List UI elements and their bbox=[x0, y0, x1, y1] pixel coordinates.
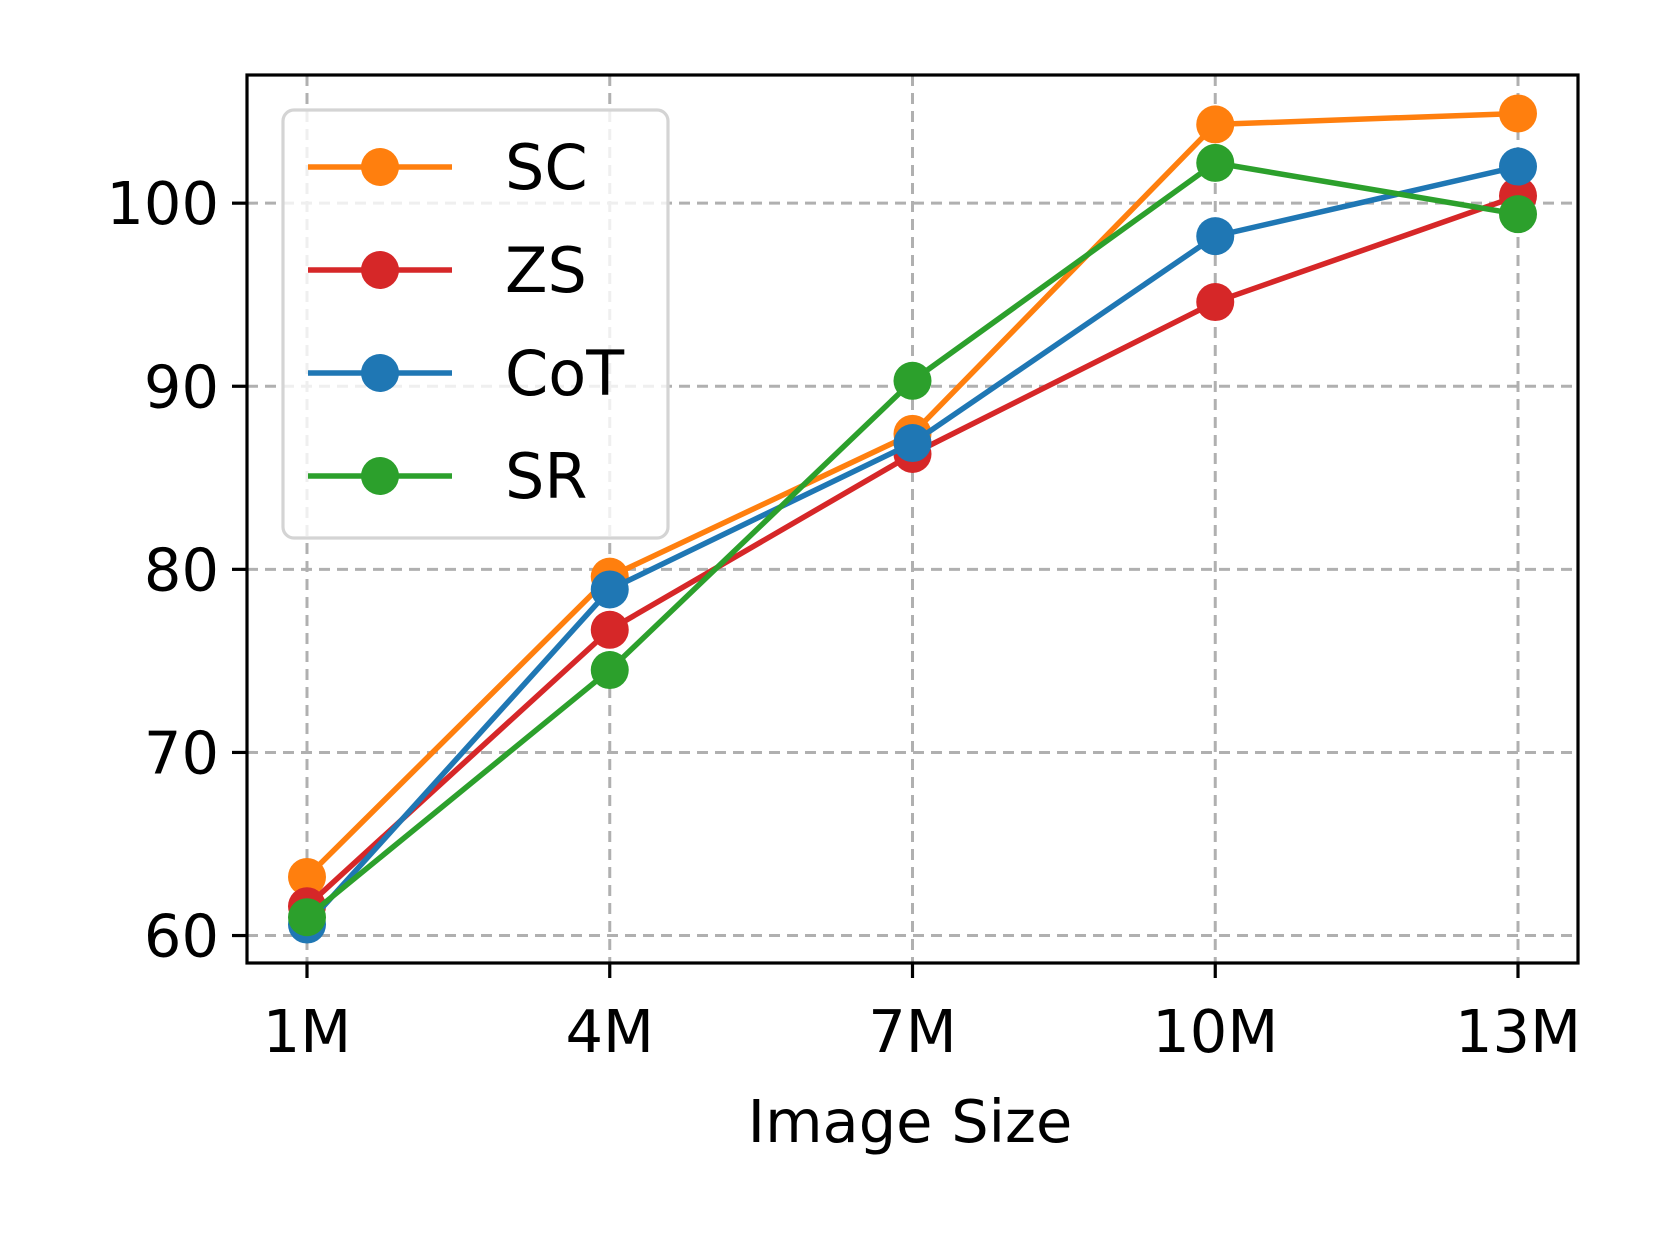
y-tick-label: 70 bbox=[144, 718, 219, 787]
data-point-zs bbox=[1196, 283, 1235, 322]
data-point-cot bbox=[893, 424, 932, 463]
y-tick-label: 60 bbox=[144, 902, 219, 971]
x-tick-label: 4M bbox=[566, 997, 654, 1066]
x-tick-label: 10M bbox=[1152, 997, 1278, 1066]
legend-box bbox=[281, 108, 670, 540]
legend-marker-cot bbox=[361, 354, 399, 392]
legend-marker-sc bbox=[361, 148, 399, 186]
data-point-sr bbox=[288, 898, 326, 937]
series-lines bbox=[288, 94, 1537, 944]
x-tick-label: 13M bbox=[1455, 997, 1581, 1066]
legend-label-cot: CoT bbox=[505, 337, 625, 410]
legend-marker-zs bbox=[361, 251, 399, 289]
data-point-cot bbox=[1196, 217, 1235, 256]
x-axis-label: Image Size bbox=[748, 1087, 1073, 1156]
y-tick-label: 80 bbox=[144, 535, 219, 604]
legend-label-zs: ZS bbox=[505, 234, 587, 307]
data-point-sr bbox=[590, 651, 629, 690]
legend-label-sc: SC bbox=[505, 131, 588, 204]
data-point-sr bbox=[893, 361, 932, 400]
x-tick-label: 7M bbox=[868, 997, 956, 1066]
legend-marker-sr bbox=[361, 457, 399, 495]
data-point-sc bbox=[1196, 105, 1235, 144]
data-point-sr bbox=[1499, 195, 1537, 234]
data-point-cot bbox=[1499, 147, 1537, 186]
data-point-sr bbox=[1196, 143, 1235, 182]
axes: 1M 4M 7M 10M 13M 60 70 80 90 100 bbox=[106, 73, 1581, 1066]
data-point-zs bbox=[590, 610, 629, 649]
legend-label-sr: SR bbox=[505, 440, 587, 513]
x-tick-label: 1M bbox=[263, 997, 351, 1066]
data-point-sc bbox=[288, 857, 326, 896]
data-point-cot bbox=[590, 570, 629, 609]
legend: SC ZS CoT SR bbox=[281, 108, 670, 540]
y-tick-label: 100 bbox=[106, 169, 219, 238]
y-tick-label: 90 bbox=[144, 352, 219, 421]
data-point-sc bbox=[1499, 94, 1537, 133]
